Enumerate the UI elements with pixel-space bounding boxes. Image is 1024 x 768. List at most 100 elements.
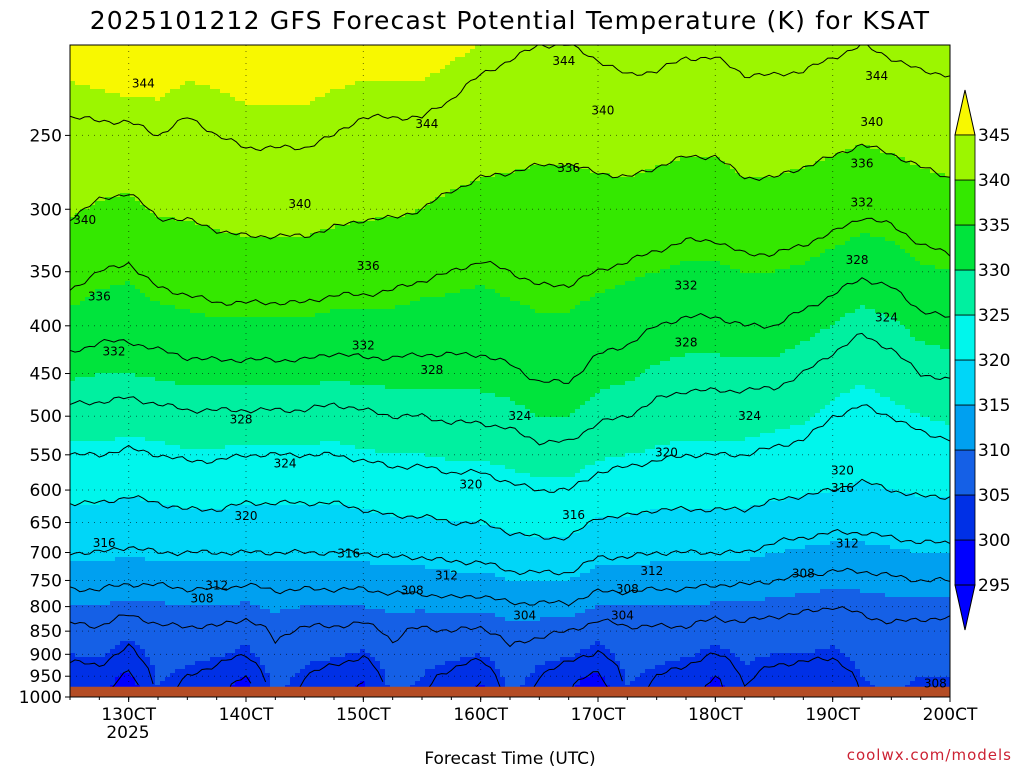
theta-cell [595,293,950,298]
theta-cell [740,657,756,662]
theta-cell [655,445,950,450]
theta-cell [635,677,711,682]
theta-cell [70,341,801,346]
theta-cell [730,165,806,170]
theta-cell [795,345,941,350]
theta-cell [70,125,950,130]
theta-cell [160,681,236,686]
theta-cell [720,157,826,162]
theta-cell [70,493,806,498]
theta-cell [70,553,766,558]
theta-cell [840,317,896,322]
theta-cell [945,173,950,178]
theta-cell [70,153,836,158]
theta-cell [155,677,166,682]
theta-cell [70,413,536,418]
contour-label: 344 [865,69,888,83]
theta-cell [605,645,711,650]
theta-cell [210,225,336,230]
theta-cell [135,677,156,682]
theta-cell [590,397,836,402]
theta-cell [205,313,316,318]
theta-cell [345,85,950,90]
theta-cell [670,357,950,362]
theta-cell [505,577,571,582]
theta-cell [385,669,426,674]
theta-cell [495,289,606,294]
theta-cell [70,305,176,310]
theta-cell [70,237,851,242]
contour-label: 312 [836,537,859,551]
theta-cell [70,353,686,358]
theta-cell [790,169,931,174]
theta-cell [70,221,196,226]
theta-cell [390,513,631,518]
theta-cell [160,97,236,102]
contour-label: 344 [415,117,438,131]
theta-cell [70,501,101,506]
theta-cell [790,265,936,270]
theta-cell [250,649,361,654]
colorbar-band [954,224,976,271]
theta-cell [850,389,876,394]
theta-cell [125,281,131,286]
theta-cell [670,265,731,270]
theta-cell [70,573,496,578]
theta-cell [310,101,950,106]
y-tick-label: 650 [30,513,62,533]
y-tick-label: 700 [30,544,62,564]
theta-cell [195,661,261,666]
theta-cell [380,665,436,670]
surface-ground [70,686,950,697]
theta-cell [330,309,536,314]
contour-label: 344 [552,54,575,68]
theta-cell [885,237,950,242]
theta-cell [115,677,136,682]
theta-cell [70,197,106,202]
theta-cell [945,421,950,426]
theta-cell [445,457,606,462]
y-axis: 250 300 350 400 450 500 550 600 650 700 750 800 850 9… [19,126,70,708]
theta-cell [495,173,611,178]
y-tick-label: 750 [30,571,62,591]
theta-cell [575,305,861,310]
theta-cell [70,669,156,674]
theta-cell [70,293,91,298]
theta-cell [70,261,681,266]
contour-label: 308 [616,582,639,596]
theta-cell [330,89,950,94]
theta-cell [520,301,581,306]
theta-cell [505,617,541,622]
theta-cell [495,393,596,398]
contour-label: 324 [875,311,898,325]
theta-cell [785,497,950,502]
theta-cell [70,173,496,178]
theta-cell [740,269,776,274]
theta-cell [910,681,950,686]
theta-cell [345,653,371,658]
theta-cell [625,669,646,674]
theta-cell [70,485,846,490]
theta-cell [70,645,116,650]
contour-label: 328 [675,336,698,350]
theta-cell [140,289,461,294]
theta-cell [135,285,476,290]
contour-label: 304 [611,609,634,623]
theta-cell [70,369,646,374]
theta-cell [465,53,950,58]
theta-cell [645,169,736,174]
y-tick-label: 300 [30,200,62,220]
theta-cell [505,681,526,686]
theta-cell [480,653,576,658]
theta-cell [615,657,681,662]
theta-cell [295,673,386,678]
theta-cell [265,665,306,670]
theta-cell [70,65,446,70]
theta-cell [420,677,506,682]
colorbar: 295 300 305 310 315 320 325 330 335 340 345 [954,89,1010,631]
theta-cell [490,657,561,662]
theta-cell [70,441,166,446]
theta-cell [805,493,916,498]
theta-cell [525,677,581,682]
theta-cell [815,333,911,338]
